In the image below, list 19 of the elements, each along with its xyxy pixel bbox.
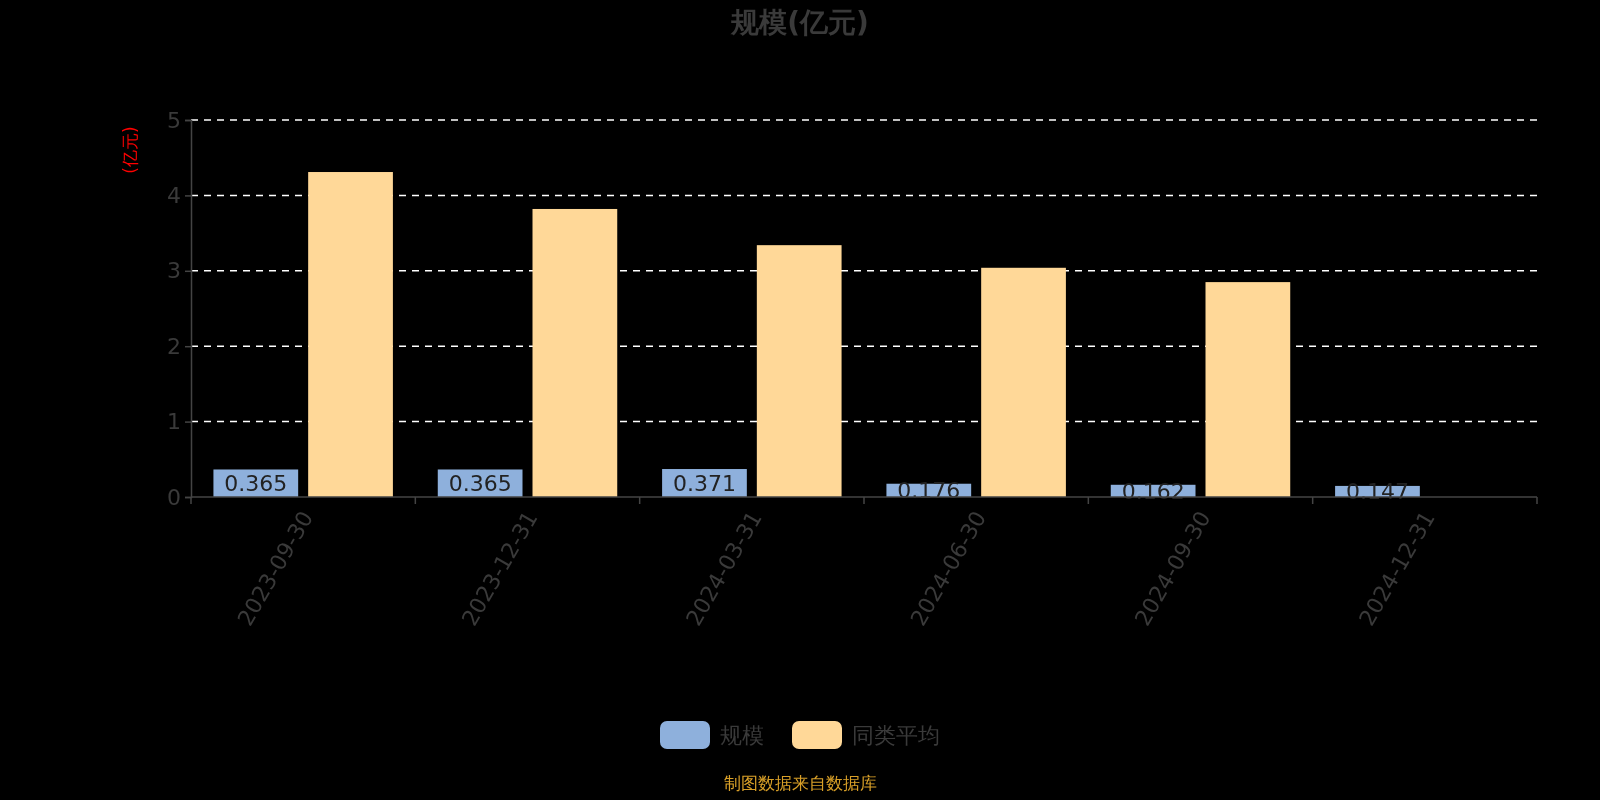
- y-tick-label: 0: [167, 484, 181, 510]
- y-tick-label: 3: [167, 258, 181, 284]
- legend-label: 同类平均: [852, 722, 940, 748]
- y-axis-title: (亿元): [120, 126, 140, 174]
- legend-label: 规模: [720, 722, 764, 748]
- bar: [756, 245, 842, 497]
- bar: [1205, 282, 1291, 497]
- y-tick-label: 5: [167, 107, 181, 133]
- bar: [981, 267, 1066, 497]
- y-tick-label: 2: [167, 333, 181, 359]
- y-tick-label: 1: [167, 409, 181, 435]
- y-tick-label: 4: [167, 182, 181, 208]
- data-label: 0.365: [448, 471, 512, 497]
- data-label: 0.365: [224, 471, 288, 497]
- bar: [308, 172, 393, 497]
- text: 制图数据来自数据库: [723, 773, 877, 793]
- bar: [532, 208, 618, 497]
- chart-title: 规模(亿元): [730, 6, 869, 39]
- data-label: 0.371: [672, 470, 736, 496]
